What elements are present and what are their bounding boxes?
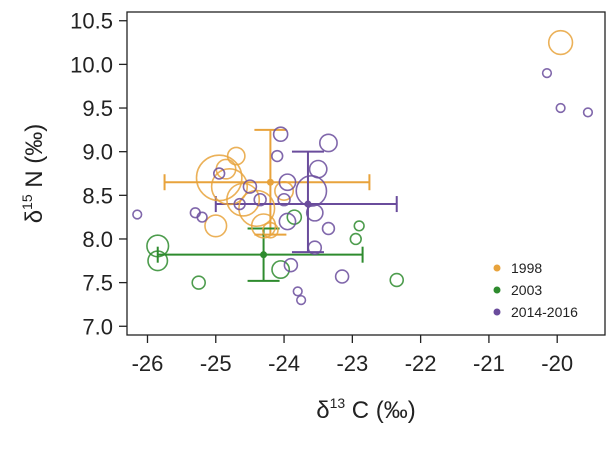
x-tick-label: -20 [541, 351, 573, 376]
data-point [271, 260, 291, 279]
y-tick-label: 9.5 [82, 96, 113, 121]
data-point [210, 167, 249, 206]
x-tick-label: -26 [132, 351, 164, 376]
axes: -26 -25 -24 -23 -22 -21 -20 7.0 7.5 8.0 8.5 9.0 9.5 1… [70, 9, 606, 376]
legend-label: 2003 [511, 282, 542, 298]
error-bars [156, 128, 398, 282]
plot-frame [126, 11, 606, 336]
data-point [191, 275, 206, 290]
data-point [196, 211, 208, 223]
data-point [283, 257, 299, 273]
data-point [271, 149, 284, 163]
data-point [146, 234, 170, 258]
data-point [226, 182, 261, 217]
y-axis-title-main: δ [21, 210, 48, 223]
data-point [233, 197, 246, 211]
legend-marker [493, 286, 501, 294]
data-point [555, 102, 566, 114]
data-point [262, 221, 279, 239]
x-tick-label: -22 [405, 351, 437, 376]
data-point [204, 214, 228, 238]
x-axis-title-sup: 13 [330, 395, 346, 411]
y-axis-title-rest: N (‰) [21, 124, 48, 195]
data-point [321, 221, 336, 236]
series-mean-point [266, 178, 274, 186]
data-point [308, 159, 328, 179]
x-tick-label: -21 [473, 351, 505, 376]
data-point [307, 240, 323, 255]
data-point [278, 173, 297, 192]
data-point [334, 269, 350, 284]
legend: 1998 2003 2014-2016 [493, 260, 578, 320]
data-point [277, 192, 291, 207]
legend-marker [493, 264, 501, 272]
x-tick-label: -24 [268, 351, 300, 376]
data-point [582, 107, 594, 118]
y-tick-label: 8.5 [82, 183, 113, 208]
data-point [541, 67, 553, 79]
y-tick-label: 8.0 [82, 227, 113, 252]
data-point [278, 212, 297, 231]
data-point [250, 213, 277, 239]
data-point [238, 189, 276, 228]
data-point [253, 192, 267, 207]
x-axis-title-main: δ [316, 397, 329, 424]
legend-label: 1998 [511, 260, 542, 276]
data-point [226, 146, 246, 166]
x-tick-label: -23 [336, 351, 368, 376]
data-point [353, 220, 365, 232]
data-point [132, 209, 143, 220]
data-point [295, 175, 328, 207]
data-point [319, 133, 338, 153]
data-point [274, 180, 295, 201]
data-point [242, 179, 258, 194]
y-tick-label: 10.0 [70, 52, 113, 77]
y-axis-title-sup: 15 [19, 194, 35, 210]
data-point [349, 232, 362, 246]
y-tick-label: 7.0 [82, 314, 113, 339]
y-tick-label: 10.5 [70, 9, 113, 34]
series-mean-point [260, 251, 268, 259]
data-point [389, 272, 405, 288]
data-point [147, 250, 169, 272]
data-point [305, 203, 324, 222]
x-axis-title-rest: C (‰) [345, 397, 416, 424]
data-point [547, 29, 574, 56]
y-tick-label: 7.5 [82, 271, 113, 296]
legend-marker [493, 308, 501, 316]
x-tick-label: -25 [200, 351, 232, 376]
data-point [212, 167, 226, 180]
x-axis-title: δ13 C (‰) [316, 395, 416, 424]
y-axis-title: δ15 N (‰) [19, 124, 48, 224]
legend-label: 2014-2016 [511, 304, 578, 320]
data-points [132, 29, 594, 306]
y-tick-label: 9.0 [82, 140, 113, 165]
data-point [296, 294, 307, 306]
data-point [272, 126, 289, 143]
data-point [292, 286, 303, 297]
